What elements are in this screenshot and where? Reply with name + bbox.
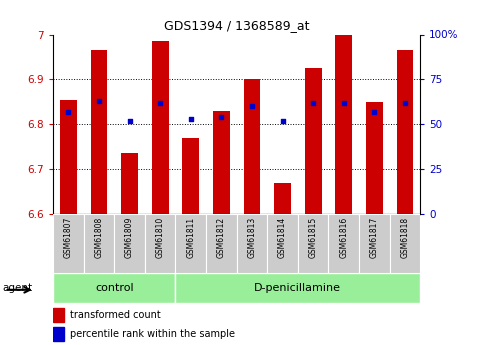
- Text: GSM61813: GSM61813: [247, 217, 256, 258]
- Point: [248, 104, 256, 109]
- Bar: [206, 214, 237, 273]
- Point: [126, 118, 133, 124]
- Text: control: control: [95, 283, 134, 293]
- Bar: [53, 273, 175, 303]
- Text: GSM61811: GSM61811: [186, 217, 195, 258]
- Bar: [175, 214, 206, 273]
- Point: [95, 98, 103, 104]
- Bar: [298, 214, 328, 273]
- Text: GSM61808: GSM61808: [95, 217, 103, 258]
- Bar: [397, 50, 413, 214]
- Bar: [274, 183, 291, 214]
- Bar: [91, 50, 107, 214]
- Bar: [145, 214, 175, 273]
- Bar: [243, 79, 260, 214]
- Text: percentile rank within the sample: percentile rank within the sample: [70, 329, 235, 339]
- Point: [370, 109, 378, 115]
- Bar: [114, 214, 145, 273]
- Point: [156, 100, 164, 106]
- Bar: [53, 327, 64, 341]
- Text: GSM61809: GSM61809: [125, 217, 134, 258]
- Point: [279, 118, 286, 124]
- Bar: [328, 214, 359, 273]
- Point: [65, 109, 72, 115]
- Bar: [237, 214, 267, 273]
- Bar: [335, 34, 352, 214]
- Text: GSM61810: GSM61810: [156, 217, 165, 258]
- Bar: [84, 214, 114, 273]
- Text: GSM61815: GSM61815: [309, 217, 318, 258]
- Bar: [267, 214, 298, 273]
- Bar: [60, 100, 77, 214]
- Bar: [121, 154, 138, 214]
- Text: GSM61817: GSM61817: [370, 217, 379, 258]
- Title: GDS1394 / 1368589_at: GDS1394 / 1368589_at: [164, 19, 310, 32]
- Text: transformed count: transformed count: [70, 310, 161, 321]
- Bar: [366, 102, 383, 214]
- Point: [401, 100, 409, 106]
- Bar: [183, 138, 199, 214]
- Bar: [152, 41, 169, 214]
- Bar: [213, 111, 230, 214]
- Point: [217, 114, 225, 120]
- Point: [187, 116, 195, 121]
- Bar: [53, 308, 64, 322]
- Text: GSM61818: GSM61818: [400, 217, 410, 258]
- Text: agent: agent: [2, 283, 32, 293]
- Text: D-penicillamine: D-penicillamine: [255, 283, 341, 293]
- Bar: [305, 68, 322, 214]
- Bar: [359, 214, 390, 273]
- Text: GSM61812: GSM61812: [217, 217, 226, 258]
- Text: GSM61816: GSM61816: [339, 217, 348, 258]
- Bar: [53, 214, 84, 273]
- Point: [340, 100, 348, 106]
- Text: GSM61807: GSM61807: [64, 217, 73, 258]
- Text: GSM61814: GSM61814: [278, 217, 287, 258]
- Point: [309, 100, 317, 106]
- Bar: [390, 214, 420, 273]
- Bar: [175, 273, 420, 303]
